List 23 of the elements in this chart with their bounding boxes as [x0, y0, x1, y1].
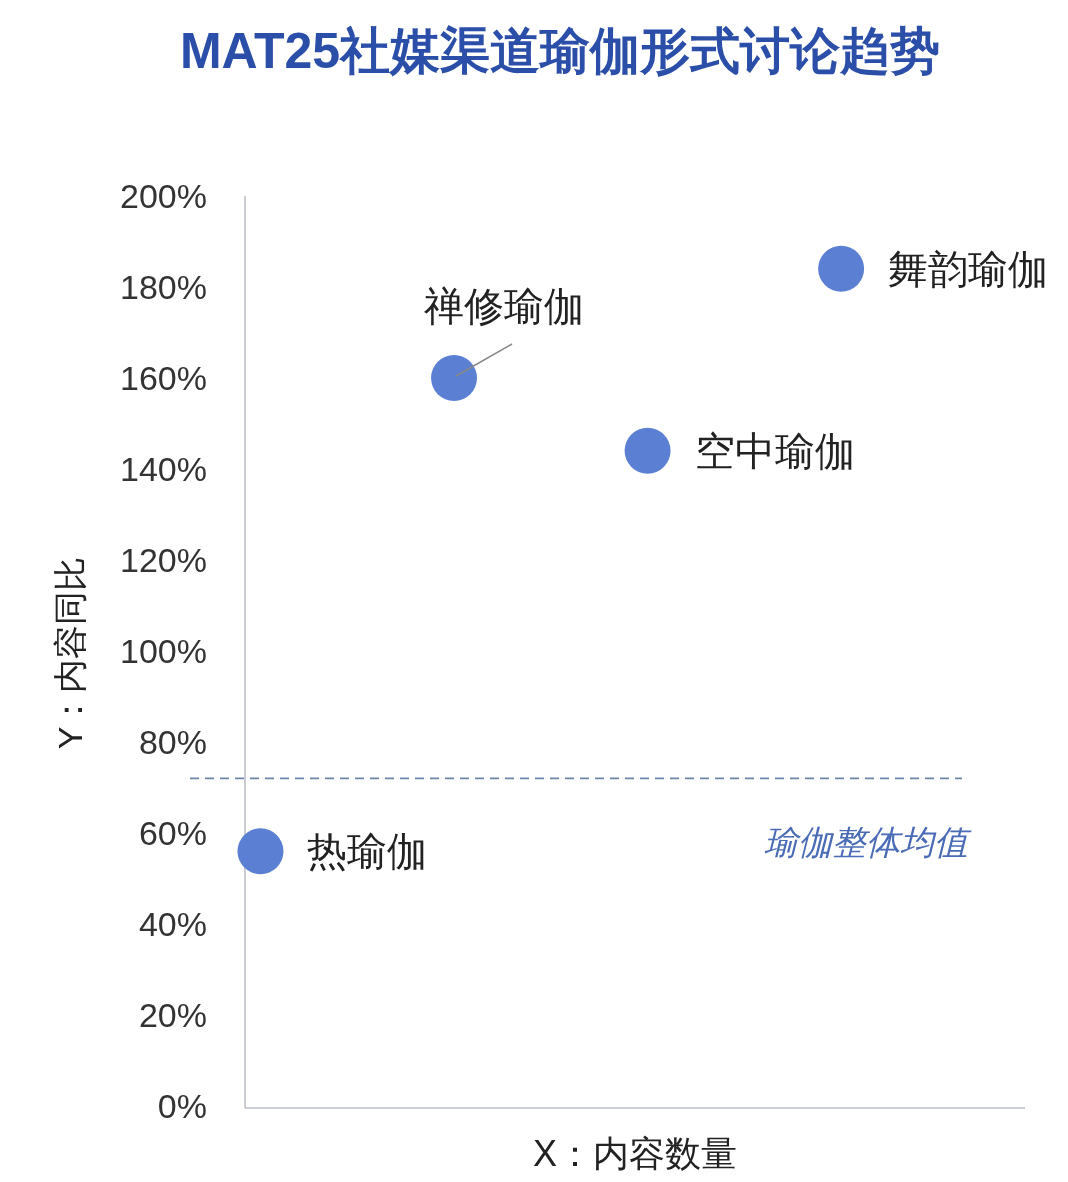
chart-title: MAT25社媒渠道瑜伽形式讨论趋势	[179, 23, 941, 79]
y-tick-label: 120%	[120, 541, 207, 579]
y-tick-label: 100%	[120, 632, 207, 670]
y-tick-label: 0%	[157, 1087, 207, 1125]
y-tick-label: 180%	[120, 268, 207, 306]
series-label: 禅修瑜伽	[424, 284, 585, 328]
ref-line-label: 瑜伽整体均值	[764, 823, 972, 862]
y-tick-label: 20%	[138, 996, 207, 1034]
y-tick-label: 200%	[120, 177, 207, 215]
point	[431, 355, 478, 401]
point	[624, 427, 671, 474]
x-axis-title: X：内容数量	[532, 1133, 738, 1174]
y-tick-label: 140%	[120, 450, 207, 488]
series-label: 热瑜伽	[307, 829, 428, 874]
y-axis-title: Y：内容同比	[51, 556, 89, 750]
y-tick-label: 160%	[120, 359, 207, 397]
series-label: 舞韵瑜伽	[888, 246, 1049, 291]
y-tick-label: 40%	[138, 905, 207, 943]
point	[237, 828, 284, 875]
series-label: 空中瑜伽	[694, 428, 855, 473]
y-tick-label: 80%	[138, 723, 207, 761]
y-tick-label: 60%	[138, 814, 207, 852]
point	[818, 245, 865, 292]
